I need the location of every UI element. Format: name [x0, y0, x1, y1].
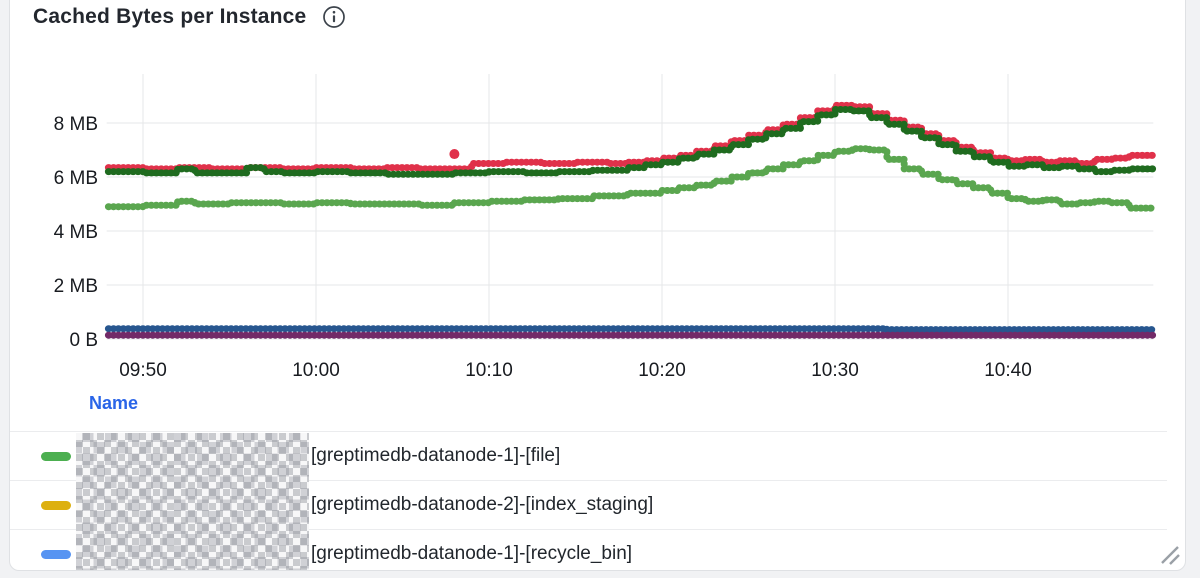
- outlier-point: [449, 149, 460, 160]
- panel-header: Cached Bytes per Instance: [33, 5, 346, 29]
- x-axis-tick: 10:20: [638, 360, 686, 381]
- y-axis-tick: 8 MB: [54, 114, 98, 135]
- series-marker-green: [41, 451, 71, 461]
- legend-label: [greptimedb-datanode-1]-[recycle_bin]: [311, 543, 633, 564]
- series-dark-green: [104, 106, 1157, 178]
- redacted-name-block: [76, 433, 309, 570]
- panel-title: Cached Bytes per Instance: [33, 5, 307, 28]
- x-axis-tick: 10:40: [984, 360, 1032, 381]
- cached-bytes-panel: Cached Bytes per Instance 0 B 2 MB 4 MB 6 M…: [9, 0, 1186, 571]
- x-axis-tick: 09:50: [119, 360, 167, 381]
- y-axis-tick: 2 MB: [54, 276, 98, 297]
- series-navy-blue-flat: [104, 325, 1157, 334]
- legend-column-name[interactable]: Name: [89, 393, 139, 413]
- series-marker-yellow: [41, 500, 71, 510]
- series-marker-blue: [41, 549, 71, 559]
- series-light-green: [104, 145, 1157, 213]
- x-axis-tick: 10:30: [811, 360, 859, 381]
- legend-row-index-staging[interactable]: [greptimedb-datanode-2]-[index_staging]: [10, 480, 1167, 529]
- legend-rows: [greptimedb-datanode-1]-[file] [greptime…: [10, 431, 1167, 570]
- legend-label: [greptimedb-datanode-2]-[index_staging]: [311, 494, 654, 515]
- x-axis-tick: 10:00: [292, 360, 340, 381]
- y-axis-tick: 6 MB: [54, 168, 98, 189]
- legend-row-recycle-bin[interactable]: [greptimedb-datanode-1]-[recycle_bin]: [10, 529, 1167, 570]
- legend-row-file[interactable]: [greptimedb-datanode-1]-[file]: [10, 431, 1167, 480]
- y-axis-tick: 0 B: [69, 330, 98, 351]
- info-icon[interactable]: [322, 5, 346, 29]
- y-axis-tick: 4 MB: [54, 222, 98, 243]
- legend-label: [greptimedb-datanode-1]-[file]: [311, 445, 561, 466]
- timeseries-chart[interactable]: 0 B 2 MB 4 MB 6 MB 8 MB 09:50 10:00 10:10 10:20 1…: [10, 59, 1170, 391]
- x-axis-tick: 10:10: [465, 360, 513, 381]
- panel-resize-handle[interactable]: [1159, 544, 1181, 566]
